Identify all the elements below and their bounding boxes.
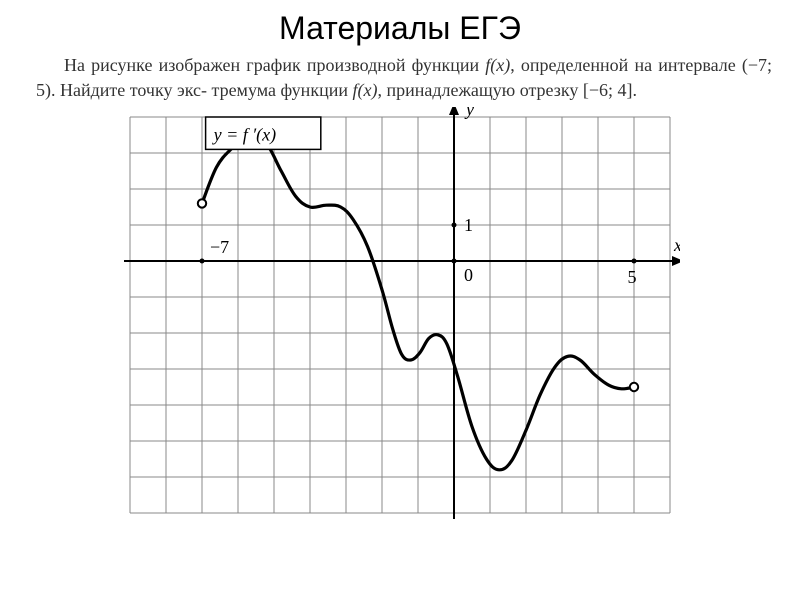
segment-text: [−6; 4] bbox=[583, 80, 633, 100]
y-axis-label: y bbox=[464, 107, 474, 119]
open-endpoint bbox=[198, 200, 206, 208]
one-label: 1 bbox=[464, 215, 473, 235]
chart-container: −7 5 0 1 y x y = f ′(x) bbox=[0, 107, 800, 527]
x-right-label: 5 bbox=[628, 267, 637, 287]
page-title: Материалы ЕГЭ bbox=[0, 0, 800, 53]
problem-part: На рисунке изображен график производной … bbox=[64, 55, 485, 75]
x-left-label: −7 bbox=[210, 237, 229, 257]
fx-symbol: f(x) bbox=[352, 80, 377, 100]
problem-part: . Найдите точку экс- bbox=[51, 80, 207, 100]
problem-part: . bbox=[633, 80, 638, 100]
page-root: { "title": "Материалы ЕГЭ", "problem": {… bbox=[0, 0, 800, 600]
fx-symbol: f(x) bbox=[485, 55, 510, 75]
problem-part: , принадлежащую отрезку bbox=[377, 80, 582, 100]
axes bbox=[124, 107, 680, 519]
curve-label: y = f ′(x) bbox=[212, 125, 277, 146]
problem-part: , определенной на интервале bbox=[510, 55, 742, 75]
problem-part: тремума функции bbox=[211, 80, 352, 100]
derivative-chart: −7 5 0 1 y x y = f ′(x) bbox=[120, 107, 680, 527]
open-endpoint bbox=[630, 383, 638, 391]
origin-label: 0 bbox=[464, 265, 473, 285]
x-axis-label: x bbox=[673, 235, 680, 255]
problem-text: На рисунке изображен график производной … bbox=[0, 53, 800, 107]
